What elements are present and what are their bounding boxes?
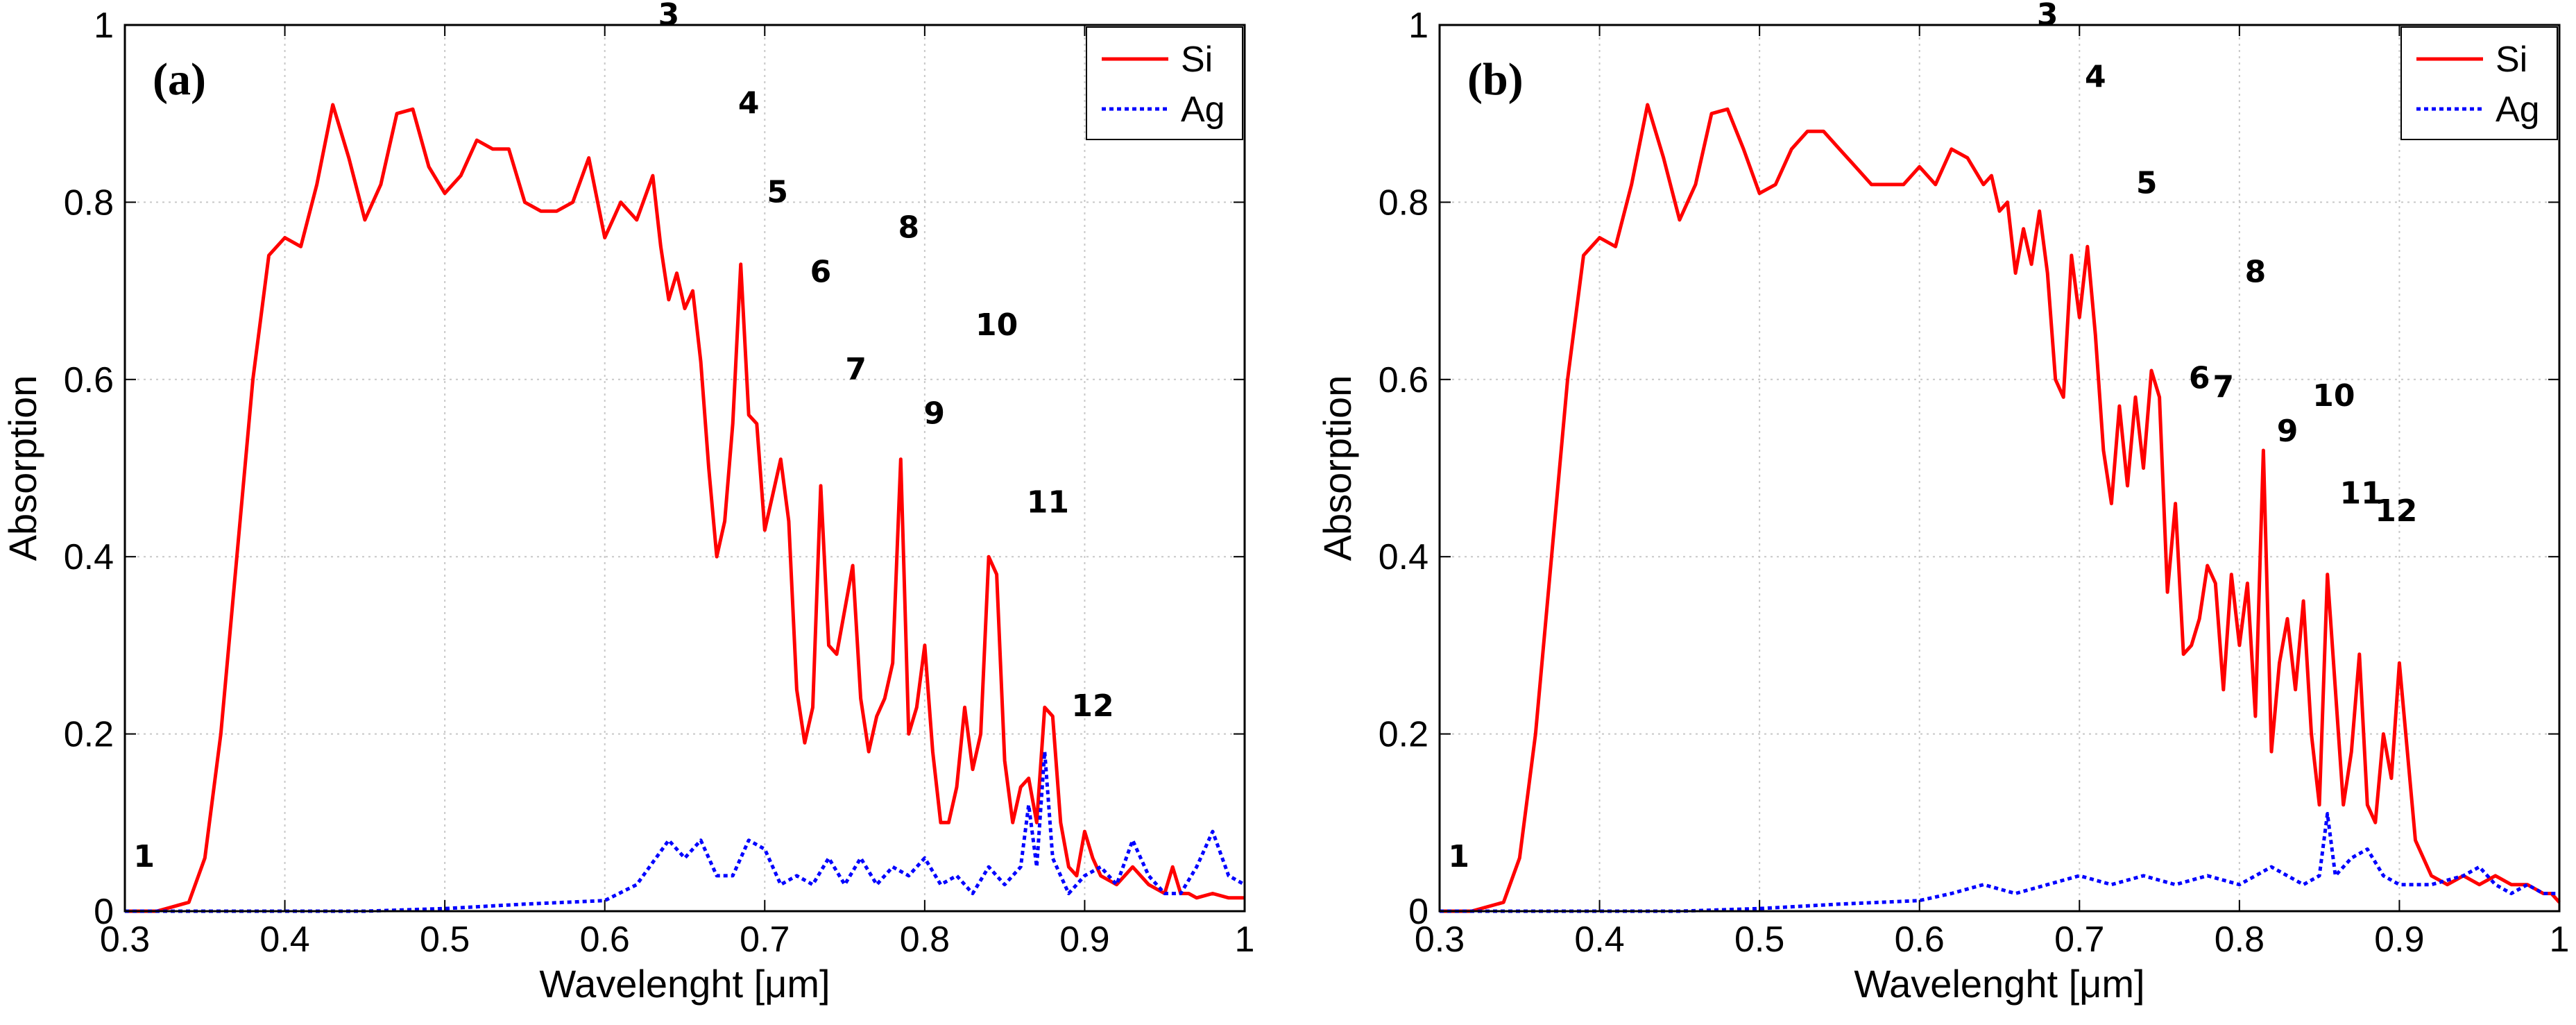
x-tick-label: 1 [2550, 920, 2570, 960]
x-tick-label: 0.7 [740, 920, 790, 960]
peak-label-8: 8 [2245, 254, 2267, 289]
x-axis-title: Wavelenght [μm] [1854, 962, 2144, 1006]
peak-label-4: 4 [2085, 59, 2106, 94]
y-tick-label: 1 [1408, 6, 1428, 46]
peak-label-12: 12 [2375, 493, 2417, 529]
series-line-si [1440, 103, 2561, 913]
axes-frame [1438, 24, 2561, 913]
x-tick-label: 1 [1235, 920, 1255, 960]
y-tick-label: 0.8 [64, 183, 114, 223]
peak-label-10: 10 [2312, 378, 2355, 414]
peak-label-9: 9 [2277, 414, 2298, 449]
plot-area [125, 25, 1245, 911]
peak-label-6: 6 [810, 254, 832, 289]
y-tick-label: 0.2 [1379, 715, 1428, 755]
panel-label: (a) [153, 54, 206, 105]
x-axis-title: Wavelenght [μm] [539, 962, 830, 1006]
peak-label-3: 3 [658, 0, 680, 33]
peak-label-5: 5 [2136, 166, 2158, 201]
legend-label-si: Si [2496, 40, 2527, 80]
x-tick-label: 0.8 [900, 920, 950, 960]
peak-label-12: 12 [1071, 688, 1114, 724]
peak-label-5: 5 [767, 174, 788, 210]
legend-label-si: Si [1181, 40, 1213, 80]
y-tick-label: 0 [1408, 892, 1428, 932]
peak-label-6: 6 [2189, 361, 2210, 396]
x-tick-label: 0.5 [420, 920, 470, 960]
x-tick-label: 0.5 [1734, 920, 1784, 960]
peak-label-7: 7 [2212, 369, 2234, 405]
axes-frame [123, 24, 1246, 913]
panel-a: 0.30.40.50.60.70.80.9100.20.40.60.811234… [1, 0, 1254, 1006]
series-line-ag [125, 749, 1246, 913]
y-tick-label: 0.6 [64, 360, 114, 400]
legend-box [2400, 26, 2558, 140]
x-tick-label: 0.4 [1574, 920, 1624, 960]
peak-label-7: 7 [845, 352, 867, 387]
y-tick-label: 0.8 [1379, 183, 1428, 223]
x-tick-label: 0.6 [1895, 920, 1945, 960]
legend: Si Ag [2400, 26, 2558, 140]
y-tick-label: 1 [94, 6, 114, 46]
peak-label-11: 11 [2339, 476, 2382, 511]
peak-label-1: 1 [1448, 839, 1469, 874]
legend: Si Ag [1086, 26, 1243, 140]
plot-area [1440, 25, 2559, 911]
y-tick-label: 0 [94, 892, 114, 932]
x-tick-label: 0.9 [2374, 920, 2424, 960]
x-tick-label: 0.6 [580, 920, 630, 960]
peak-label-10: 10 [975, 307, 1018, 343]
series-line-ag [1440, 812, 2559, 913]
legend-label-ag: Ag [2496, 90, 2540, 130]
peak-label-4: 4 [738, 86, 760, 121]
x-tick-label: 0.3 [1415, 920, 1465, 960]
panel-b: 0.30.40.50.60.70.80.9100.20.40.60.811234… [1315, 0, 2569, 1006]
y-tick-label: 0.4 [64, 537, 114, 577]
panel-label: (b) [1467, 54, 1524, 105]
x-tick-label: 0.9 [1059, 920, 1109, 960]
peak-label-8: 8 [898, 210, 919, 245]
series-line-si [125, 103, 1245, 913]
x-tick-label: 0.8 [2215, 920, 2264, 960]
y-tick-label: 0.4 [1379, 537, 1428, 577]
y-axis-title: Absorption [1315, 375, 1359, 561]
x-tick-label: 0.4 [259, 920, 309, 960]
y-axis-title: Absorption [1, 375, 44, 561]
peak-label-1: 1 [133, 839, 155, 874]
legend-label-ag: Ag [1181, 90, 1225, 130]
peak-label-3: 3 [2037, 0, 2058, 33]
y-tick-label: 0.6 [1379, 360, 1428, 400]
legend-box [1086, 26, 1243, 140]
peak-label-9: 9 [923, 396, 945, 432]
x-tick-label: 0.7 [2054, 920, 2104, 960]
x-tick-label: 0.3 [100, 920, 150, 960]
peak-label-11: 11 [1027, 484, 1069, 520]
y-tick-label: 0.2 [64, 715, 114, 755]
